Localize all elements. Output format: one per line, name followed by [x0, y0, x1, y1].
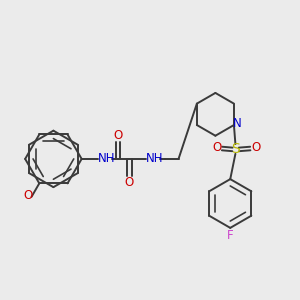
Text: O: O: [114, 129, 123, 142]
Text: F: F: [227, 229, 234, 242]
Text: O: O: [251, 141, 260, 154]
Text: O: O: [212, 141, 221, 154]
Text: NH: NH: [146, 152, 163, 164]
Text: NH: NH: [98, 152, 115, 164]
Text: O: O: [125, 176, 134, 189]
Text: S: S: [231, 142, 240, 156]
Text: O: O: [23, 189, 33, 203]
Text: N: N: [233, 117, 242, 130]
